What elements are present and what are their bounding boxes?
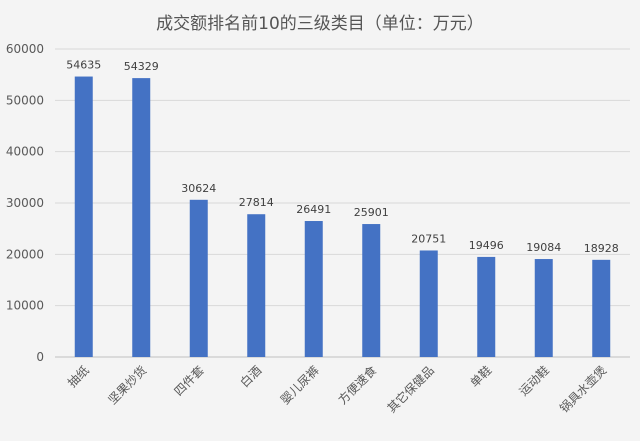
x-tick-label: 运动鞋 <box>516 363 552 399</box>
x-tick-label: 单鞋 <box>467 363 495 391</box>
x-tick-label: 坚果炒货 <box>105 363 150 408</box>
data-label: 54635 <box>66 59 101 72</box>
gridlines <box>55 48 630 358</box>
data-label: 19496 <box>469 239 504 252</box>
x-tick-label: 其它保健品 <box>384 363 437 416</box>
bar <box>189 199 208 357</box>
y-tick-label: 60000 <box>6 42 44 56</box>
x-tick-label: 方便速食 <box>335 363 380 408</box>
data-label: 54329 <box>124 60 159 73</box>
data-label: 25901 <box>354 206 389 219</box>
data-label: 26491 <box>296 203 331 216</box>
y-tick-label: 30000 <box>6 196 44 210</box>
bar <box>592 259 611 357</box>
x-tick-label: 四件套 <box>172 363 207 398</box>
data-label: 18928 <box>584 242 619 255</box>
y-axis-ticks: 0 10000 20000 30000 40000 50000 60000 <box>6 42 44 364</box>
y-tick-label: 10000 <box>6 299 44 313</box>
bars <box>74 76 611 357</box>
bar <box>74 76 93 357</box>
data-labels: 54635 54329 30624 27814 26491 25901 20751 19496… <box>66 59 619 255</box>
x-tick-label: 抽纸 <box>65 363 92 390</box>
bar <box>247 214 266 357</box>
y-tick-label: 20000 <box>6 247 44 261</box>
data-label: 20751 <box>411 232 446 245</box>
x-axis-labels: 抽纸 坚果炒货 四件套 白酒 婴儿尿裤 方便速食 其它保健品 单鞋 运动鞋 锅具水壶煲 <box>65 363 609 416</box>
data-label: 27814 <box>239 196 274 209</box>
y-tick-label: 40000 <box>6 145 44 159</box>
bar <box>419 250 438 357</box>
x-tick-label: 婴儿尿裤 <box>278 363 322 407</box>
bar <box>477 256 496 357</box>
chart-title: 成交额排名前10的三级类目（单位：万元） <box>156 14 484 34</box>
x-tick-label: 白酒 <box>237 363 265 391</box>
y-tick-label: 0 <box>36 350 44 364</box>
x-tick-label: 锅具水壶煲 <box>556 363 609 416</box>
bar <box>132 78 151 357</box>
data-label: 19084 <box>526 241 561 254</box>
bar <box>362 224 381 357</box>
data-label: 30624 <box>181 182 216 195</box>
y-tick-label: 50000 <box>6 93 44 107</box>
bar <box>304 221 323 357</box>
bar <box>534 259 553 357</box>
